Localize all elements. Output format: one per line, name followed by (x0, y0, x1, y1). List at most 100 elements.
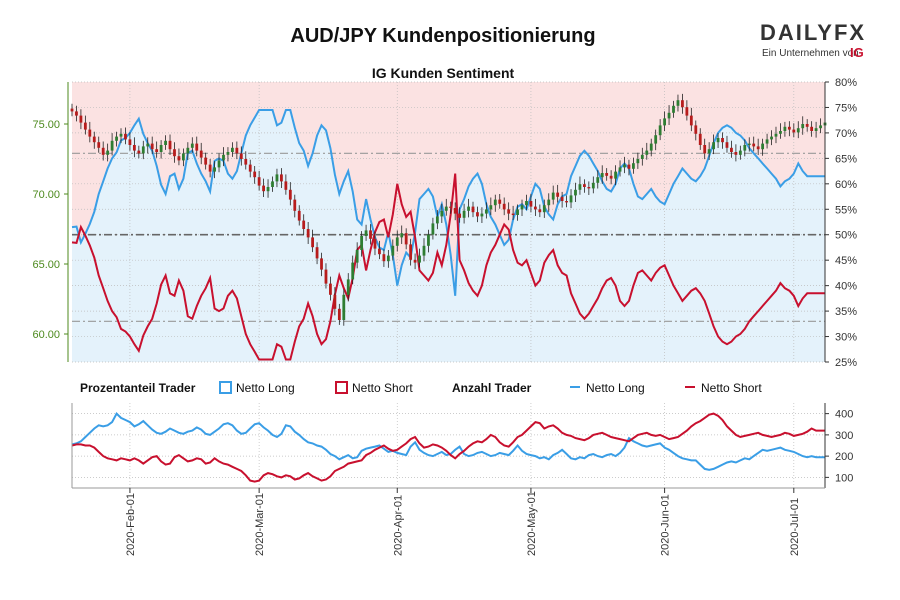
candle-body (685, 107, 689, 116)
candle-body (253, 171, 257, 178)
legend-pct-long-swatch (219, 381, 232, 394)
candle-body (199, 150, 203, 158)
candle-body (244, 159, 248, 165)
candle-body (525, 201, 528, 206)
candle-body (382, 254, 386, 262)
lower-tick-label: 100 (835, 472, 853, 484)
left-tick-label: 60.00 (32, 329, 60, 341)
candle-body (320, 258, 323, 270)
right-tick-label: 80% (835, 77, 857, 89)
legend-count-label: Anzahl Trader (452, 381, 532, 395)
candle-body (435, 216, 439, 224)
candle-body (489, 205, 493, 210)
candle-body (173, 149, 176, 157)
candle-body (302, 220, 306, 229)
count-short-line (71, 412, 825, 483)
candle-body (427, 234, 430, 246)
candle-body (186, 147, 190, 154)
candle-body (493, 199, 497, 206)
candle-body (275, 174, 279, 182)
right-tick-label: 60% (835, 179, 857, 191)
candle-body (239, 153, 243, 159)
legend-pct-short: Netto Short (352, 381, 413, 395)
candle-body (431, 223, 435, 235)
candle-body (605, 173, 609, 176)
candle-body (293, 199, 297, 211)
candle-body (440, 210, 444, 217)
lower-tick-label: 300 (835, 430, 853, 442)
candle-body (257, 177, 261, 186)
candle-body (694, 125, 698, 134)
candle-body (208, 164, 212, 172)
candle-body (792, 129, 796, 133)
candle-body (765, 139, 769, 144)
candle-body (413, 259, 417, 263)
candle-body (529, 201, 533, 207)
right-tick-label: 45% (835, 255, 857, 267)
candle-body (676, 100, 680, 106)
candle-body (97, 142, 101, 148)
candle-body (115, 136, 118, 141)
candle-body (547, 199, 551, 206)
candle-body (315, 247, 319, 259)
candle-body (779, 131, 782, 134)
candle-body (587, 187, 591, 189)
candle-body (632, 163, 635, 169)
candle-body (805, 124, 809, 127)
candle-body (698, 133, 702, 145)
candle-body (262, 185, 265, 192)
candle-body (627, 164, 631, 169)
right-tick-label: 75% (835, 102, 857, 114)
candle-body (222, 154, 225, 161)
upper-panel-background (72, 82, 825, 362)
right-tick-label: 30% (835, 332, 857, 344)
candle-body (614, 171, 617, 179)
candle-body (150, 143, 154, 150)
candle-body (565, 201, 568, 203)
candle-body (819, 125, 822, 129)
x-tick-label: 2020-Jul-01 (789, 498, 801, 556)
x-tick-label: 2020-Jun-01 (660, 494, 672, 556)
brand-owner: IG (850, 45, 864, 60)
candle-body (471, 206, 475, 213)
candle-body (83, 122, 87, 130)
candle-body (480, 213, 484, 217)
candle-body (280, 174, 283, 182)
candle-body (70, 108, 74, 112)
legend-pct-long: Netto Long (236, 381, 295, 395)
candle-body (707, 149, 711, 154)
candle-body (128, 139, 132, 145)
candle-body (266, 187, 270, 192)
candle-body (333, 294, 337, 309)
price-candles (70, 93, 827, 326)
candle-body (538, 209, 542, 213)
candle-body (449, 206, 453, 208)
right-tick-label: 35% (835, 306, 857, 318)
candle-body (458, 213, 462, 218)
candle-body (164, 140, 167, 145)
candle-body (752, 143, 756, 147)
x-tick-label: 2020-Feb-01 (125, 493, 137, 556)
legend-pct-label: Prozentanteil Trader (80, 381, 196, 395)
candle-body (796, 128, 800, 133)
candle-body (137, 150, 141, 154)
candle-body (747, 143, 751, 145)
upper-panel-axes: 25% 30% 35% 40% 45% 50% 55% 60% 65% 70% 75% 80% 60.0… (32, 77, 857, 369)
candle-body (422, 245, 426, 256)
sentiment-lines (71, 109, 825, 361)
candle-body (88, 129, 92, 137)
candle-body (110, 140, 114, 151)
candle-body (533, 206, 537, 210)
candle-body (324, 269, 328, 284)
candle-body (578, 184, 582, 190)
candle-body (738, 150, 742, 155)
right-tick-label: 65% (835, 153, 857, 165)
candle-body (213, 167, 216, 172)
candle-body (306, 229, 310, 238)
candle-body (476, 212, 479, 217)
left-tick-label: 65.00 (32, 259, 60, 271)
candle-body (329, 283, 332, 295)
candle-body (369, 230, 372, 239)
candle-body (195, 143, 199, 151)
